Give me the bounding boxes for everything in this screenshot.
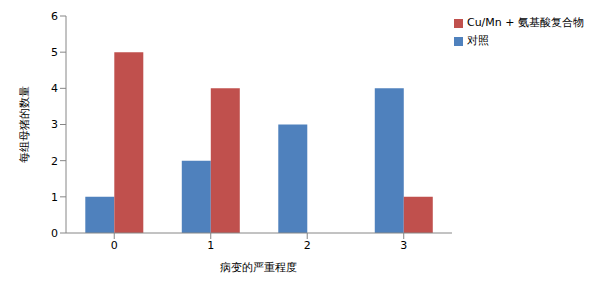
svg-text:1: 1	[51, 191, 58, 204]
svg-text:3: 3	[51, 118, 58, 131]
svg-text:0: 0	[51, 227, 58, 240]
svg-text:5: 5	[51, 46, 58, 59]
svg-text:2: 2	[51, 155, 58, 168]
svg-text:4: 4	[51, 82, 58, 95]
svg-text:每组母猪的数量: 每组母猪的数量	[18, 86, 31, 163]
html-text:对照: 对照	[467, 34, 489, 47]
html-text:Cu/Mn + 氨基酸复合物: Cu/Mn + 氨基酸复合物	[467, 16, 584, 29]
svg-text:3: 3	[400, 239, 407, 252]
svg-text:1: 1	[207, 239, 214, 252]
svg-text:0: 0	[111, 239, 118, 252]
svg-text:2: 2	[304, 239, 311, 252]
svg-text:病变的严重程度: 病变的严重程度	[220, 261, 297, 274]
svg-text:6: 6	[51, 10, 58, 23]
